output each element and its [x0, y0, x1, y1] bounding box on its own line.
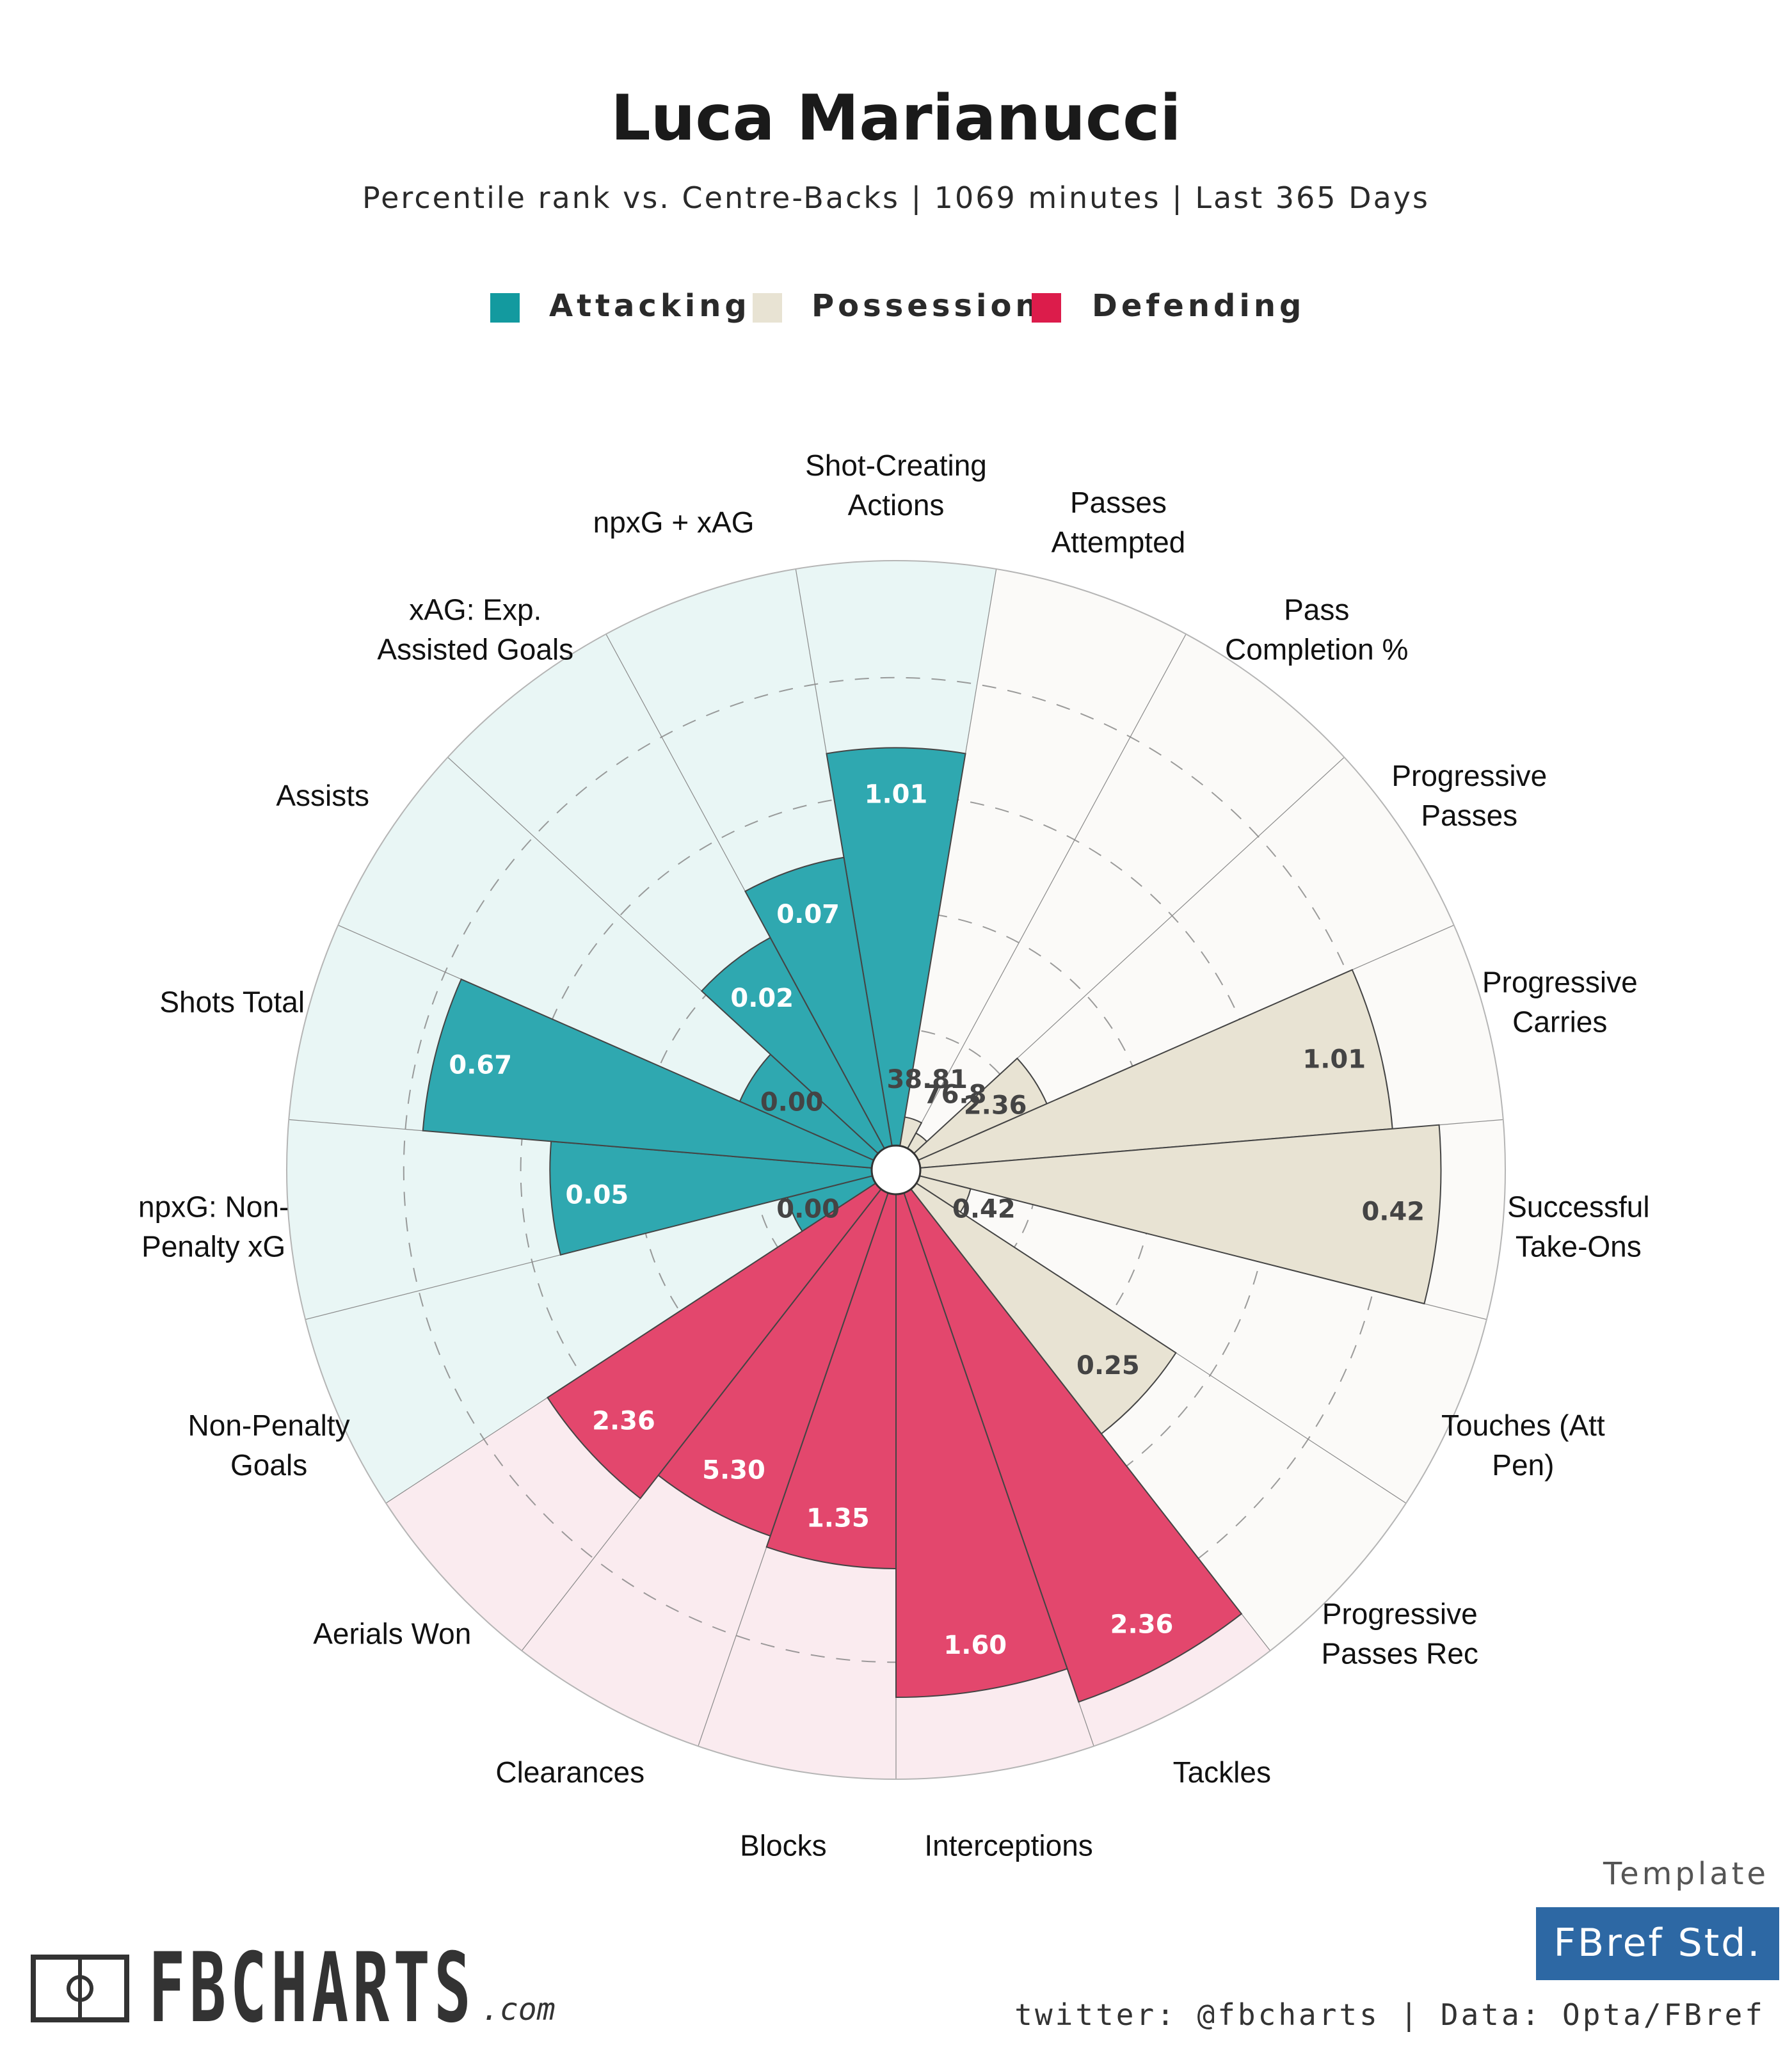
background-wedge — [900, 568, 1187, 1149]
category-label: Clearances — [495, 1756, 644, 1789]
fbcharts-logo: FBCHARTS .com — [31, 1933, 556, 2044]
category-label: Aerials Won — [313, 1617, 471, 1651]
template-label: Template — [1603, 1856, 1769, 1892]
category-label: Pass Completion % — [1225, 593, 1408, 666]
category-label: Interceptions — [924, 1828, 1092, 1862]
value-label: 2.36 — [1110, 1610, 1174, 1640]
category-label: xAG: Exp. Assisted Goals — [377, 593, 573, 666]
pitch-icon-circle — [67, 1975, 93, 2002]
value-label: 0.42 — [1361, 1197, 1425, 1226]
value-label: 1.60 — [943, 1631, 1007, 1660]
legend: Attacking Possession Defending — [490, 288, 1305, 324]
category-label: Tackles — [1173, 1756, 1271, 1789]
category-labels: Shot-Creating Actions Passes Attempted Pass C… — [138, 449, 1650, 1862]
legend-swatch-possession — [753, 293, 782, 323]
category-label: Shots Total — [159, 985, 305, 1018]
category-label: npxG + xAG — [593, 506, 755, 539]
center-hole — [870, 1144, 922, 1196]
value-label: 1.01 — [865, 780, 928, 809]
value-label: 0.05 — [566, 1181, 629, 1210]
value-label: 2.36 — [592, 1407, 655, 1436]
value-label: 0.42 — [952, 1194, 1016, 1224]
value-label: 0.00 — [776, 1194, 840, 1224]
legend-swatch-attacking — [490, 293, 520, 323]
category-label: Progressive Carries — [1482, 965, 1638, 1038]
category-label: npxG: Non-Penalty xG — [138, 1190, 289, 1263]
legend-label-attacking: Attacking — [549, 288, 751, 324]
value-label: 2.36 — [964, 1091, 1027, 1121]
value-label: 1.35 — [806, 1503, 870, 1533]
background-wedge — [913, 757, 1454, 1160]
chart-subtitle: Percentile rank vs. Centre-Backs | 1069 … — [362, 180, 1430, 216]
chart-title: Luca Marianucci — [611, 82, 1181, 155]
value-label: 1.01 — [1302, 1045, 1366, 1075]
brand-suffix: .com — [481, 1992, 556, 2028]
template-name: FBref Std. — [1554, 1921, 1762, 1965]
value-label: 0.67 — [449, 1051, 512, 1080]
outer-ring — [286, 560, 1506, 1780]
value-label: 76.8 — [924, 1080, 987, 1110]
category-label: Progressive Passes — [1391, 759, 1547, 832]
background-wedge — [908, 634, 1345, 1154]
category-label: Non-Penalty Goals — [188, 1409, 350, 1482]
value-label: 0.25 — [1076, 1351, 1140, 1380]
value-label: 0.02 — [730, 984, 794, 1013]
value-label: 0.00 — [760, 1088, 824, 1117]
legend-label-defending: Defending — [1092, 288, 1305, 324]
template-badge — [1536, 1907, 1779, 1980]
value-label: 5.30 — [702, 1455, 765, 1485]
value-labels: 1.0138.8176.82.361.010.420.420.252.361.6… — [449, 780, 1425, 1660]
brand-name: FBCHARTS — [148, 1933, 475, 2044]
background-wedge — [916, 1176, 1487, 1503]
value-label: 0.07 — [776, 900, 840, 929]
category-label: Passes Attempted — [1052, 486, 1186, 559]
legend-label-possession: Possession — [812, 288, 1041, 324]
value-label: 38.81 — [886, 1065, 968, 1094]
category-label: Blocks — [740, 1828, 826, 1862]
legend-swatch-defending — [1032, 293, 1061, 323]
bars — [422, 747, 1442, 1703]
category-label: Assists — [276, 779, 369, 812]
spoke-line — [907, 634, 1187, 1149]
background-wedge — [305, 1176, 876, 1503]
background-wedge — [338, 757, 879, 1160]
category-label: Successful Take-Ons — [1507, 1190, 1649, 1263]
category-label: Touches (Att Pen) — [1441, 1409, 1605, 1482]
category-label: Progressive Passes Rec — [1322, 1597, 1478, 1670]
category-label: Shot-Creating Actions — [805, 449, 987, 522]
footer-credits: twitter: @fbcharts | Data: Opta/FBref — [1014, 1997, 1765, 2033]
